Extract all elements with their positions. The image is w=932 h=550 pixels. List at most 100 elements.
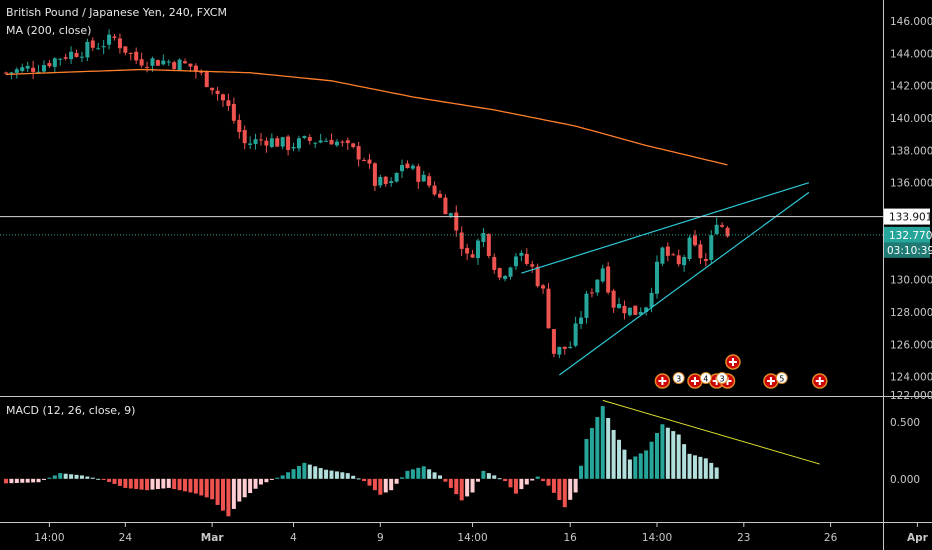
candlestick[interactable] <box>231 97 236 124</box>
candlestick[interactable] <box>519 250 524 262</box>
candlestick[interactable] <box>329 133 334 145</box>
candlestick[interactable] <box>96 42 101 50</box>
candlestick[interactable] <box>367 153 372 169</box>
candlestick[interactable] <box>258 133 263 146</box>
candlestick[interactable] <box>20 63 25 73</box>
candlestick[interactable] <box>41 60 46 74</box>
candlestick[interactable] <box>269 133 274 149</box>
candlestick[interactable] <box>589 288 594 298</box>
candlestick[interactable] <box>584 290 589 324</box>
candlestick[interactable] <box>14 67 19 79</box>
candlestick[interactable] <box>107 29 112 50</box>
uk-flag-icon[interactable] <box>654 373 671 389</box>
candlestick[interactable] <box>161 54 166 66</box>
candlestick[interactable] <box>318 133 323 144</box>
candlestick[interactable] <box>551 329 556 358</box>
candlestick[interactable] <box>204 70 209 88</box>
candlestick[interactable] <box>280 136 285 150</box>
candlestick[interactable] <box>345 137 350 150</box>
candlestick[interactable] <box>36 64 41 74</box>
candlestick[interactable] <box>253 133 258 150</box>
candlestick[interactable] <box>465 243 470 261</box>
candlestick[interactable] <box>611 288 616 313</box>
candlestick[interactable] <box>291 142 296 152</box>
candlestick[interactable] <box>79 51 84 63</box>
candlestick[interactable] <box>69 46 74 64</box>
candlestick[interactable] <box>351 142 356 149</box>
candlestick[interactable] <box>503 274 508 282</box>
candlestick[interactable] <box>296 135 301 152</box>
candlestick[interactable] <box>687 235 692 262</box>
candlestick[interactable] <box>31 60 36 80</box>
candlestick[interactable] <box>307 134 312 145</box>
candlestick[interactable] <box>606 261 611 295</box>
candlestick[interactable] <box>470 249 475 258</box>
candlestick[interactable] <box>524 248 529 266</box>
candlestick[interactable] <box>508 266 513 280</box>
candlestick[interactable] <box>486 233 491 259</box>
candlestick[interactable] <box>655 255 659 299</box>
candlestick[interactable] <box>557 346 562 359</box>
candlestick[interactable] <box>438 190 442 199</box>
candlestick[interactable] <box>383 175 388 187</box>
candlestick[interactable] <box>334 139 339 148</box>
candlestick[interactable] <box>145 61 150 73</box>
candlestick[interactable] <box>177 58 182 71</box>
candlestick[interactable] <box>638 307 643 316</box>
candlestick[interactable] <box>427 172 432 188</box>
event-badges[interactable]: 3 4 3 5 <box>654 354 828 389</box>
ma-indicator-label[interactable]: MA (200, close) <box>6 24 92 37</box>
candlestick[interactable] <box>58 58 63 66</box>
candlestick[interactable] <box>720 222 725 228</box>
uk-flag-icon[interactable] <box>725 354 741 370</box>
candlestick[interactable] <box>714 217 719 235</box>
candlestick[interactable] <box>9 71 14 80</box>
candlestick[interactable] <box>416 163 421 190</box>
candlestick[interactable] <box>671 252 676 256</box>
candlestick[interactable] <box>622 300 627 320</box>
candlestick[interactable] <box>481 228 486 248</box>
candlestick[interactable] <box>633 305 638 316</box>
candlestick[interactable] <box>237 114 242 139</box>
candlestick[interactable] <box>101 39 106 55</box>
candlestick[interactable] <box>497 267 502 281</box>
macd-plot[interactable] <box>4 399 820 517</box>
candlestick[interactable] <box>475 238 480 265</box>
candlestick[interactable] <box>410 163 415 171</box>
candlestick[interactable] <box>530 260 535 273</box>
candlestick[interactable] <box>394 172 399 183</box>
candlestick[interactable] <box>405 160 410 169</box>
macd-indicator-label[interactable]: MACD (12, 26, close, 9) <box>6 404 136 417</box>
candlestick[interactable] <box>692 230 697 247</box>
candlestick[interactable] <box>698 240 703 265</box>
candlestick[interactable] <box>562 346 567 355</box>
candlestick[interactable] <box>112 34 117 41</box>
price-plot[interactable] <box>0 29 883 376</box>
candlestick[interactable] <box>248 136 253 149</box>
candlestick[interactable] <box>568 341 573 349</box>
candlestick[interactable] <box>665 242 670 262</box>
candlestick[interactable] <box>210 87 215 95</box>
candlestick[interactable] <box>595 279 600 296</box>
candlestick[interactable] <box>432 181 437 197</box>
candlestick[interactable] <box>340 140 345 147</box>
candlestick[interactable] <box>242 125 247 150</box>
candlestick[interactable] <box>443 194 448 215</box>
candlestick[interactable] <box>25 61 30 73</box>
candlestick[interactable] <box>166 59 171 66</box>
candlestick[interactable] <box>183 58 188 65</box>
candlestick[interactable] <box>660 246 665 267</box>
candlestick[interactable] <box>573 316 578 348</box>
candlestick[interactable] <box>617 297 622 309</box>
candlestick[interactable] <box>356 141 361 167</box>
candlestick[interactable] <box>703 253 708 267</box>
candlestick[interactable] <box>676 249 681 267</box>
candlestick[interactable] <box>513 253 518 270</box>
candlestick[interactable] <box>155 59 160 66</box>
candlestick[interactable] <box>459 226 464 257</box>
candlestick[interactable] <box>372 162 377 192</box>
candlestick[interactable] <box>454 205 459 237</box>
candlestick[interactable] <box>286 134 291 156</box>
candlestick[interactable] <box>725 225 730 238</box>
